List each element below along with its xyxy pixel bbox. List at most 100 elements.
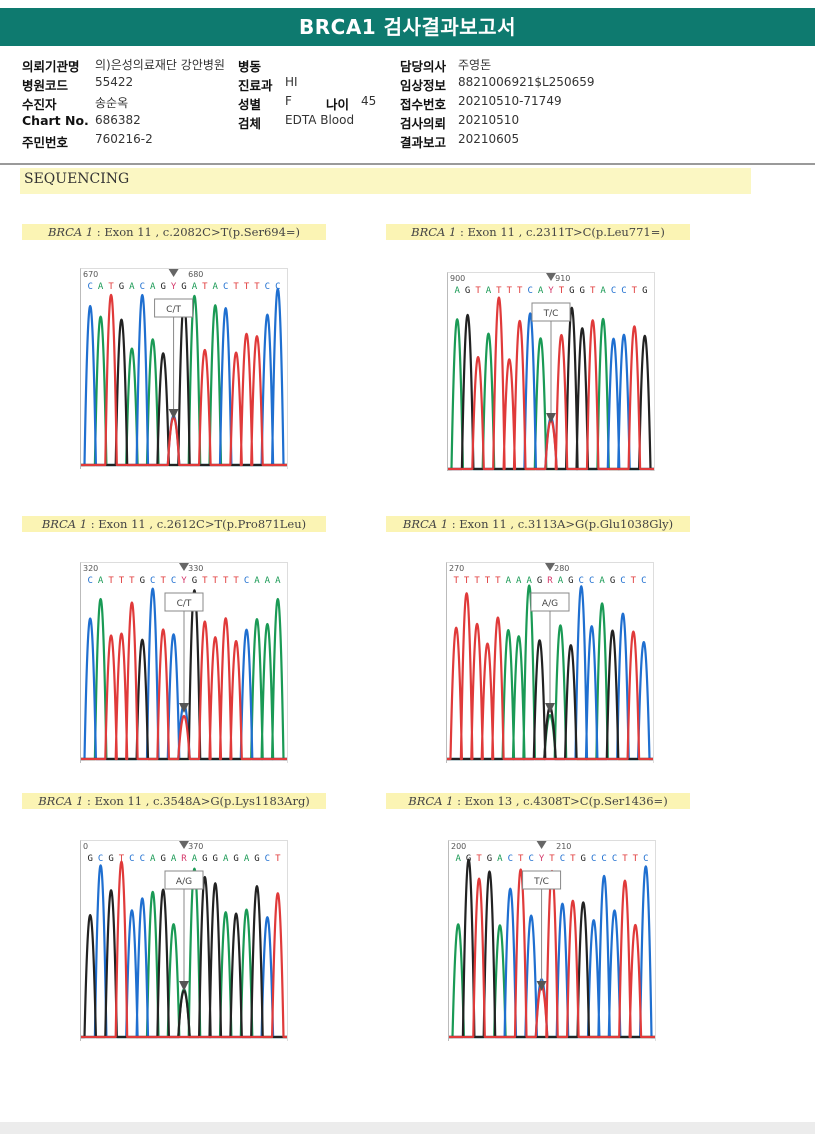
base-call-letter: C <box>150 576 155 586</box>
base-call-letter: A <box>455 854 461 864</box>
base-call-letter: T <box>119 576 125 586</box>
variant-description: : Exon 11 , c.3548A>G(p.Lys1183Arg) <box>83 794 310 808</box>
base-call-letter: G <box>160 282 165 292</box>
base-call-letter: T <box>202 282 208 292</box>
value-requesting-institution: 의)은성의료재단 강안병원 <box>95 58 225 72</box>
base-call-letter: A <box>98 576 104 586</box>
label-specimen: 검체 <box>238 116 262 131</box>
variant-arrow-icon <box>545 563 555 571</box>
value-attending-physician: 주영돈 <box>458 58 492 72</box>
base-call-letter: T <box>160 576 166 586</box>
gene-name: BRCA 1 <box>402 517 449 531</box>
variant-arrow-icon <box>536 841 547 849</box>
label-resident-number: 주민번호 <box>22 135 69 150</box>
base-call-letter: A <box>275 576 281 586</box>
variant-caption: BRCA 1 : Exon 11 , c.3113A>G(p.Glu1038Gl… <box>386 516 690 532</box>
variant-call-label: A/G <box>176 877 192 887</box>
base-call-letter: T <box>559 286 565 296</box>
base-call-letter: C <box>579 576 584 586</box>
label-ward: 병동 <box>238 59 262 74</box>
variant-call-label: T/C <box>543 309 559 319</box>
label-attending-physician: 담당의사 <box>400 59 447 74</box>
chromatogram: 0 370 G C G T C C A G A R A G G A G A G C T A/G <box>80 840 288 1041</box>
base-call-letter: G <box>119 282 124 292</box>
position-label: 0 <box>83 842 88 851</box>
base-call-letter: T <box>632 286 638 296</box>
base-call-letter: Y <box>539 854 545 864</box>
base-call-letter: G <box>140 576 145 586</box>
base-call-letter: G <box>87 854 92 864</box>
variant-call-box: C/T <box>164 592 204 612</box>
trace-t <box>81 601 287 761</box>
base-call-letter: A <box>454 286 460 296</box>
base-call-letter: A <box>244 854 250 864</box>
base-call-letter: A <box>538 286 544 296</box>
position-label: 320 <box>83 564 98 573</box>
gene-name: BRCA 1 <box>411 225 457 239</box>
variant-call-label: A/G <box>542 599 558 609</box>
variant-peak-arrow-icon <box>545 703 555 713</box>
base-call-letter: G <box>487 854 492 864</box>
value-hospital-code: 55422 <box>95 75 134 89</box>
variant-caption: BRCA 1 : Exon 11 , c.2612C>T(p.Pro871Leu… <box>22 516 326 532</box>
value-age: 45 <box>361 94 377 108</box>
base-call-letter: T <box>233 282 239 292</box>
base-call-letter: A <box>516 576 522 586</box>
section-header: SEQUENCING <box>20 168 751 194</box>
base-call-letter: G <box>202 854 207 864</box>
base-call-letter: G <box>192 576 197 586</box>
label-department: 진료과 <box>238 78 273 93</box>
trace-t <box>81 860 287 1039</box>
base-call-letter: T <box>129 576 135 586</box>
value-clinical-info: 8821006921$L250659 <box>458 75 595 89</box>
base-call-letter: T <box>570 854 576 864</box>
variant-arrow-icon <box>179 563 189 571</box>
gene-name: BRCA 1 <box>408 794 454 808</box>
variant-peak-arrow-icon <box>168 409 179 419</box>
base-call-letter: T <box>517 286 523 296</box>
value-accession-number: 20210510-71749 <box>458 94 562 108</box>
trace-t <box>449 868 655 1039</box>
trace-t <box>447 592 653 761</box>
trace-g <box>449 858 655 1039</box>
base-call-letter: A <box>223 854 229 864</box>
base-call-letter: C <box>265 854 270 864</box>
trace-g <box>81 876 287 1039</box>
base-call-letter: T <box>244 282 250 292</box>
base-call-letter: G <box>160 854 165 864</box>
trace-c <box>81 587 287 761</box>
base-call-letter: T <box>631 576 637 586</box>
base-call-letter: T <box>223 576 229 586</box>
variant-peak-arrow-icon <box>179 981 189 991</box>
value-sex: F <box>285 94 292 108</box>
variant-caption: BRCA 1 : Exon 11 , c.3548A>G(p.Lys1183Ar… <box>22 793 326 809</box>
section-title: SEQUENCING <box>24 171 130 187</box>
trace-a <box>449 923 655 1039</box>
position-label: 370 <box>188 842 203 851</box>
variant-call-box: A/G <box>164 870 204 890</box>
base-call-letter: A <box>558 576 564 586</box>
base-call-letter: G <box>465 286 470 296</box>
gene-name: BRCA 1 <box>41 517 88 531</box>
base-call-letter: Y <box>181 576 187 586</box>
position-label: 680 <box>188 270 203 279</box>
base-call-letter: T <box>475 286 481 296</box>
base-call-letter: T <box>464 576 470 586</box>
base-call-letter: T <box>108 282 114 292</box>
base-call-letter: C <box>528 854 533 864</box>
base-call-letter: T <box>254 282 260 292</box>
base-call-letter: A <box>129 282 135 292</box>
base-call-letter: A <box>254 576 260 586</box>
variant-caption: BRCA 1 : Exon 11 , c.2311T>C(p.Leu771=) <box>386 224 690 240</box>
label-test-request-date: 검사의뢰 <box>400 116 447 131</box>
label-sex: 성별 <box>238 97 262 112</box>
base-call-letter: C <box>589 576 594 586</box>
base-call-letter: G <box>610 576 615 586</box>
variant-description: : Exon 11 , c.2612C>T(p.Pro871Leu) <box>87 517 307 531</box>
base-call-letter: C <box>265 282 270 292</box>
base-call-letter: G <box>233 854 238 864</box>
variant-description: : Exon 11 , c.2082C>T(p.Ser694=) <box>93 225 301 239</box>
